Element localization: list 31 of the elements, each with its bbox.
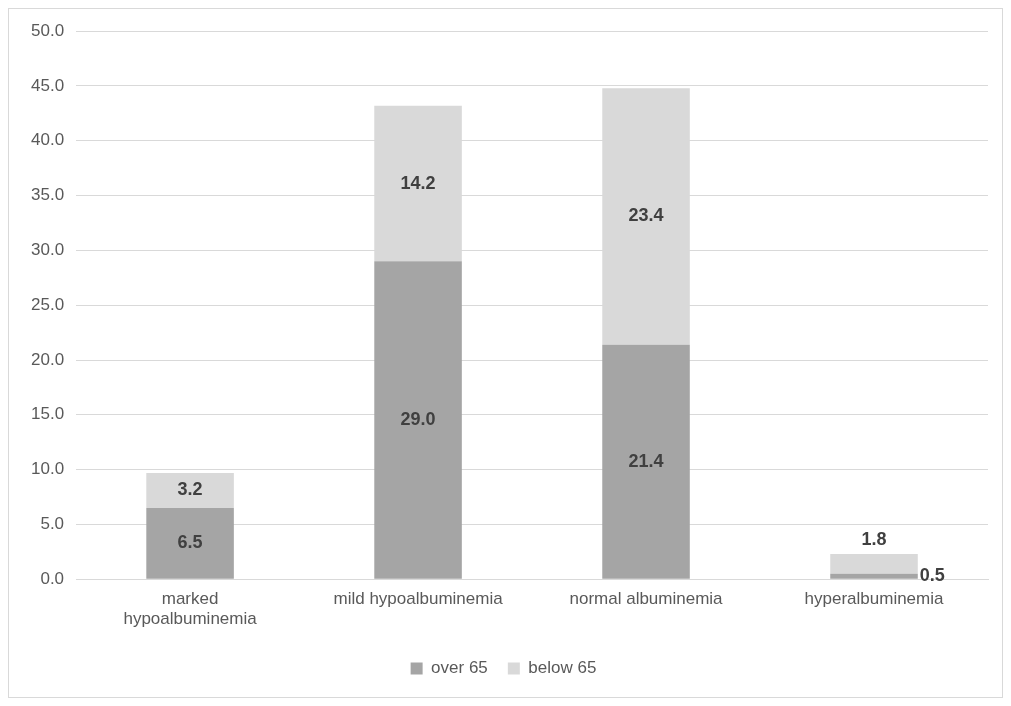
x-tick-label: marked hypoalbuminemia <box>123 589 258 629</box>
x-tick-label: hyperalbuminemia <box>804 589 945 609</box>
bar <box>602 344 690 579</box>
data-label: 6.5 <box>177 532 203 553</box>
y-tick-label: 35.0 <box>30 185 65 205</box>
y-tick-label: 0.0 <box>40 568 65 588</box>
legend-label: below 65 <box>528 658 597 678</box>
y-tick-label: 30.0 <box>30 240 65 260</box>
y-tick-label: 20.0 <box>30 349 65 369</box>
data-label: 0.5 <box>919 565 945 586</box>
y-tick-label: 45.0 <box>30 75 65 95</box>
legend-label: over 65 <box>431 658 488 678</box>
bar <box>830 553 918 574</box>
bar <box>830 573 918 579</box>
bar <box>146 472 234 508</box>
bar <box>374 261 462 579</box>
y-tick-label: 5.0 <box>40 514 65 534</box>
y-tick-label: 10.0 <box>30 459 65 479</box>
y-tick-label: 50.0 <box>30 20 65 40</box>
data-label: 14.2 <box>400 172 436 193</box>
y-tick-label: 15.0 <box>30 404 65 424</box>
data-label: 3.2 <box>177 479 203 500</box>
data-label: 23.4 <box>628 205 664 226</box>
y-tick-label: 25.0 <box>30 294 65 314</box>
y-tick-label: 40.0 <box>30 130 65 150</box>
data-label: 1.8 <box>861 528 887 549</box>
x-tick-label: mild hypoalbuminemia <box>333 589 504 609</box>
bar <box>146 507 234 579</box>
x-tick-label: normal albuminemia <box>569 589 724 609</box>
data-label: 21.4 <box>628 450 664 471</box>
data-label: 29.0 <box>400 409 436 429</box>
